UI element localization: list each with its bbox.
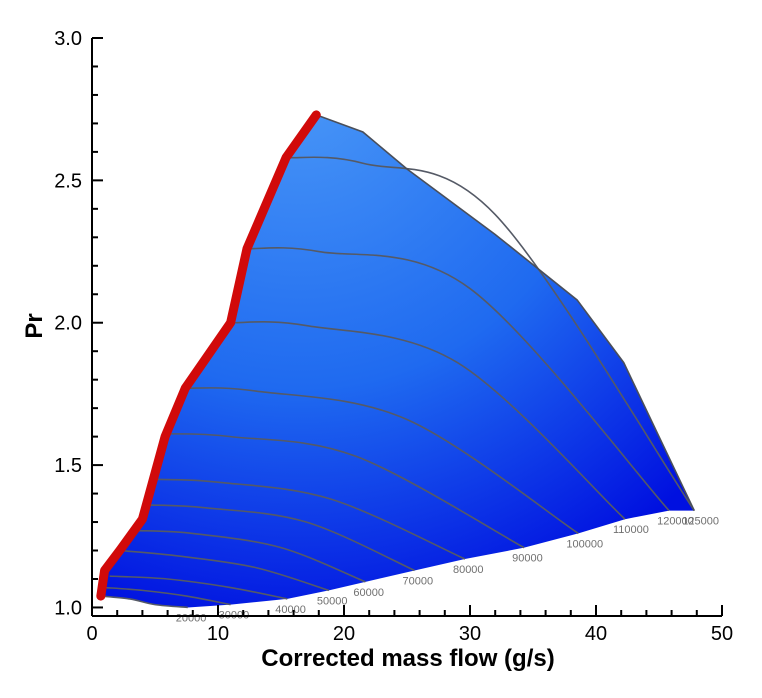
speed-label-100000: 100000 — [566, 538, 603, 550]
speed-lines — [100, 156, 695, 609]
speed-label-80000: 80000 — [453, 564, 484, 576]
speed-line-20000 — [100, 595, 188, 609]
speed-line-80000 — [156, 478, 466, 560]
speed-labels: 20000 30000 400005000060000700008000090000… — [176, 516, 719, 625]
y-tick-label: 2.5 — [54, 170, 82, 192]
speed-line-50000 — [119, 549, 330, 592]
y-tick-label: 1.0 — [54, 597, 82, 619]
x-tick-label: 50 — [711, 623, 733, 645]
speed-label-20000: 20000 — [176, 612, 207, 624]
y-tick-label: 2.0 — [54, 313, 82, 335]
y-axis-ticks: 1.0 1.5 2.0 2.5 3.0 — [54, 28, 103, 619]
x-tick-label: 10 — [207, 623, 229, 645]
x-axis-ticks: 0 10 20 30 40 50 — [86, 605, 733, 645]
x-tick-label: 30 — [459, 623, 481, 645]
speed-line-40000 — [109, 575, 288, 600]
speed-label-60000: 60000 — [353, 587, 384, 599]
x-tick-label: 0 — [86, 623, 97, 645]
speed-label-50000: 50000 — [317, 595, 348, 607]
speed-label-40000: 40000 — [275, 604, 306, 616]
x-axis-title: Corrected mass flow (g/s) — [261, 645, 554, 672]
speed-label-90000: 90000 — [512, 553, 543, 565]
speed-line-90000 — [165, 432, 525, 549]
speed-label-125000: 125000 — [682, 516, 719, 528]
speed-line-110000 — [230, 321, 626, 520]
speed-label-70000: 70000 — [403, 575, 434, 587]
x-tick-label: 20 — [333, 623, 355, 645]
speed-line-100000 — [183, 387, 579, 535]
surge-line — [96, 110, 321, 601]
speed-label-110000: 110000 — [613, 524, 649, 536]
y-tick-label: 3.0 — [54, 28, 82, 50]
x-tick-label: 40 — [585, 623, 607, 645]
speed-line-30000 — [104, 586, 231, 606]
y-tick-label: 1.5 — [54, 455, 82, 477]
speed-label-120000: 120000 — [657, 516, 694, 528]
speed-line-125000 — [285, 156, 695, 512]
choke-boundary-line — [316, 114, 696, 511]
speed-line-120000 — [246, 246, 670, 512]
speed-line-60000 — [136, 529, 366, 583]
axes: 0 10 20 30 40 50 1.0 1.5 2.0 2.5 3.0 — [54, 28, 733, 645]
speed-line-70000 — [147, 504, 415, 572]
y-axis-title: Pr — [21, 313, 48, 338]
